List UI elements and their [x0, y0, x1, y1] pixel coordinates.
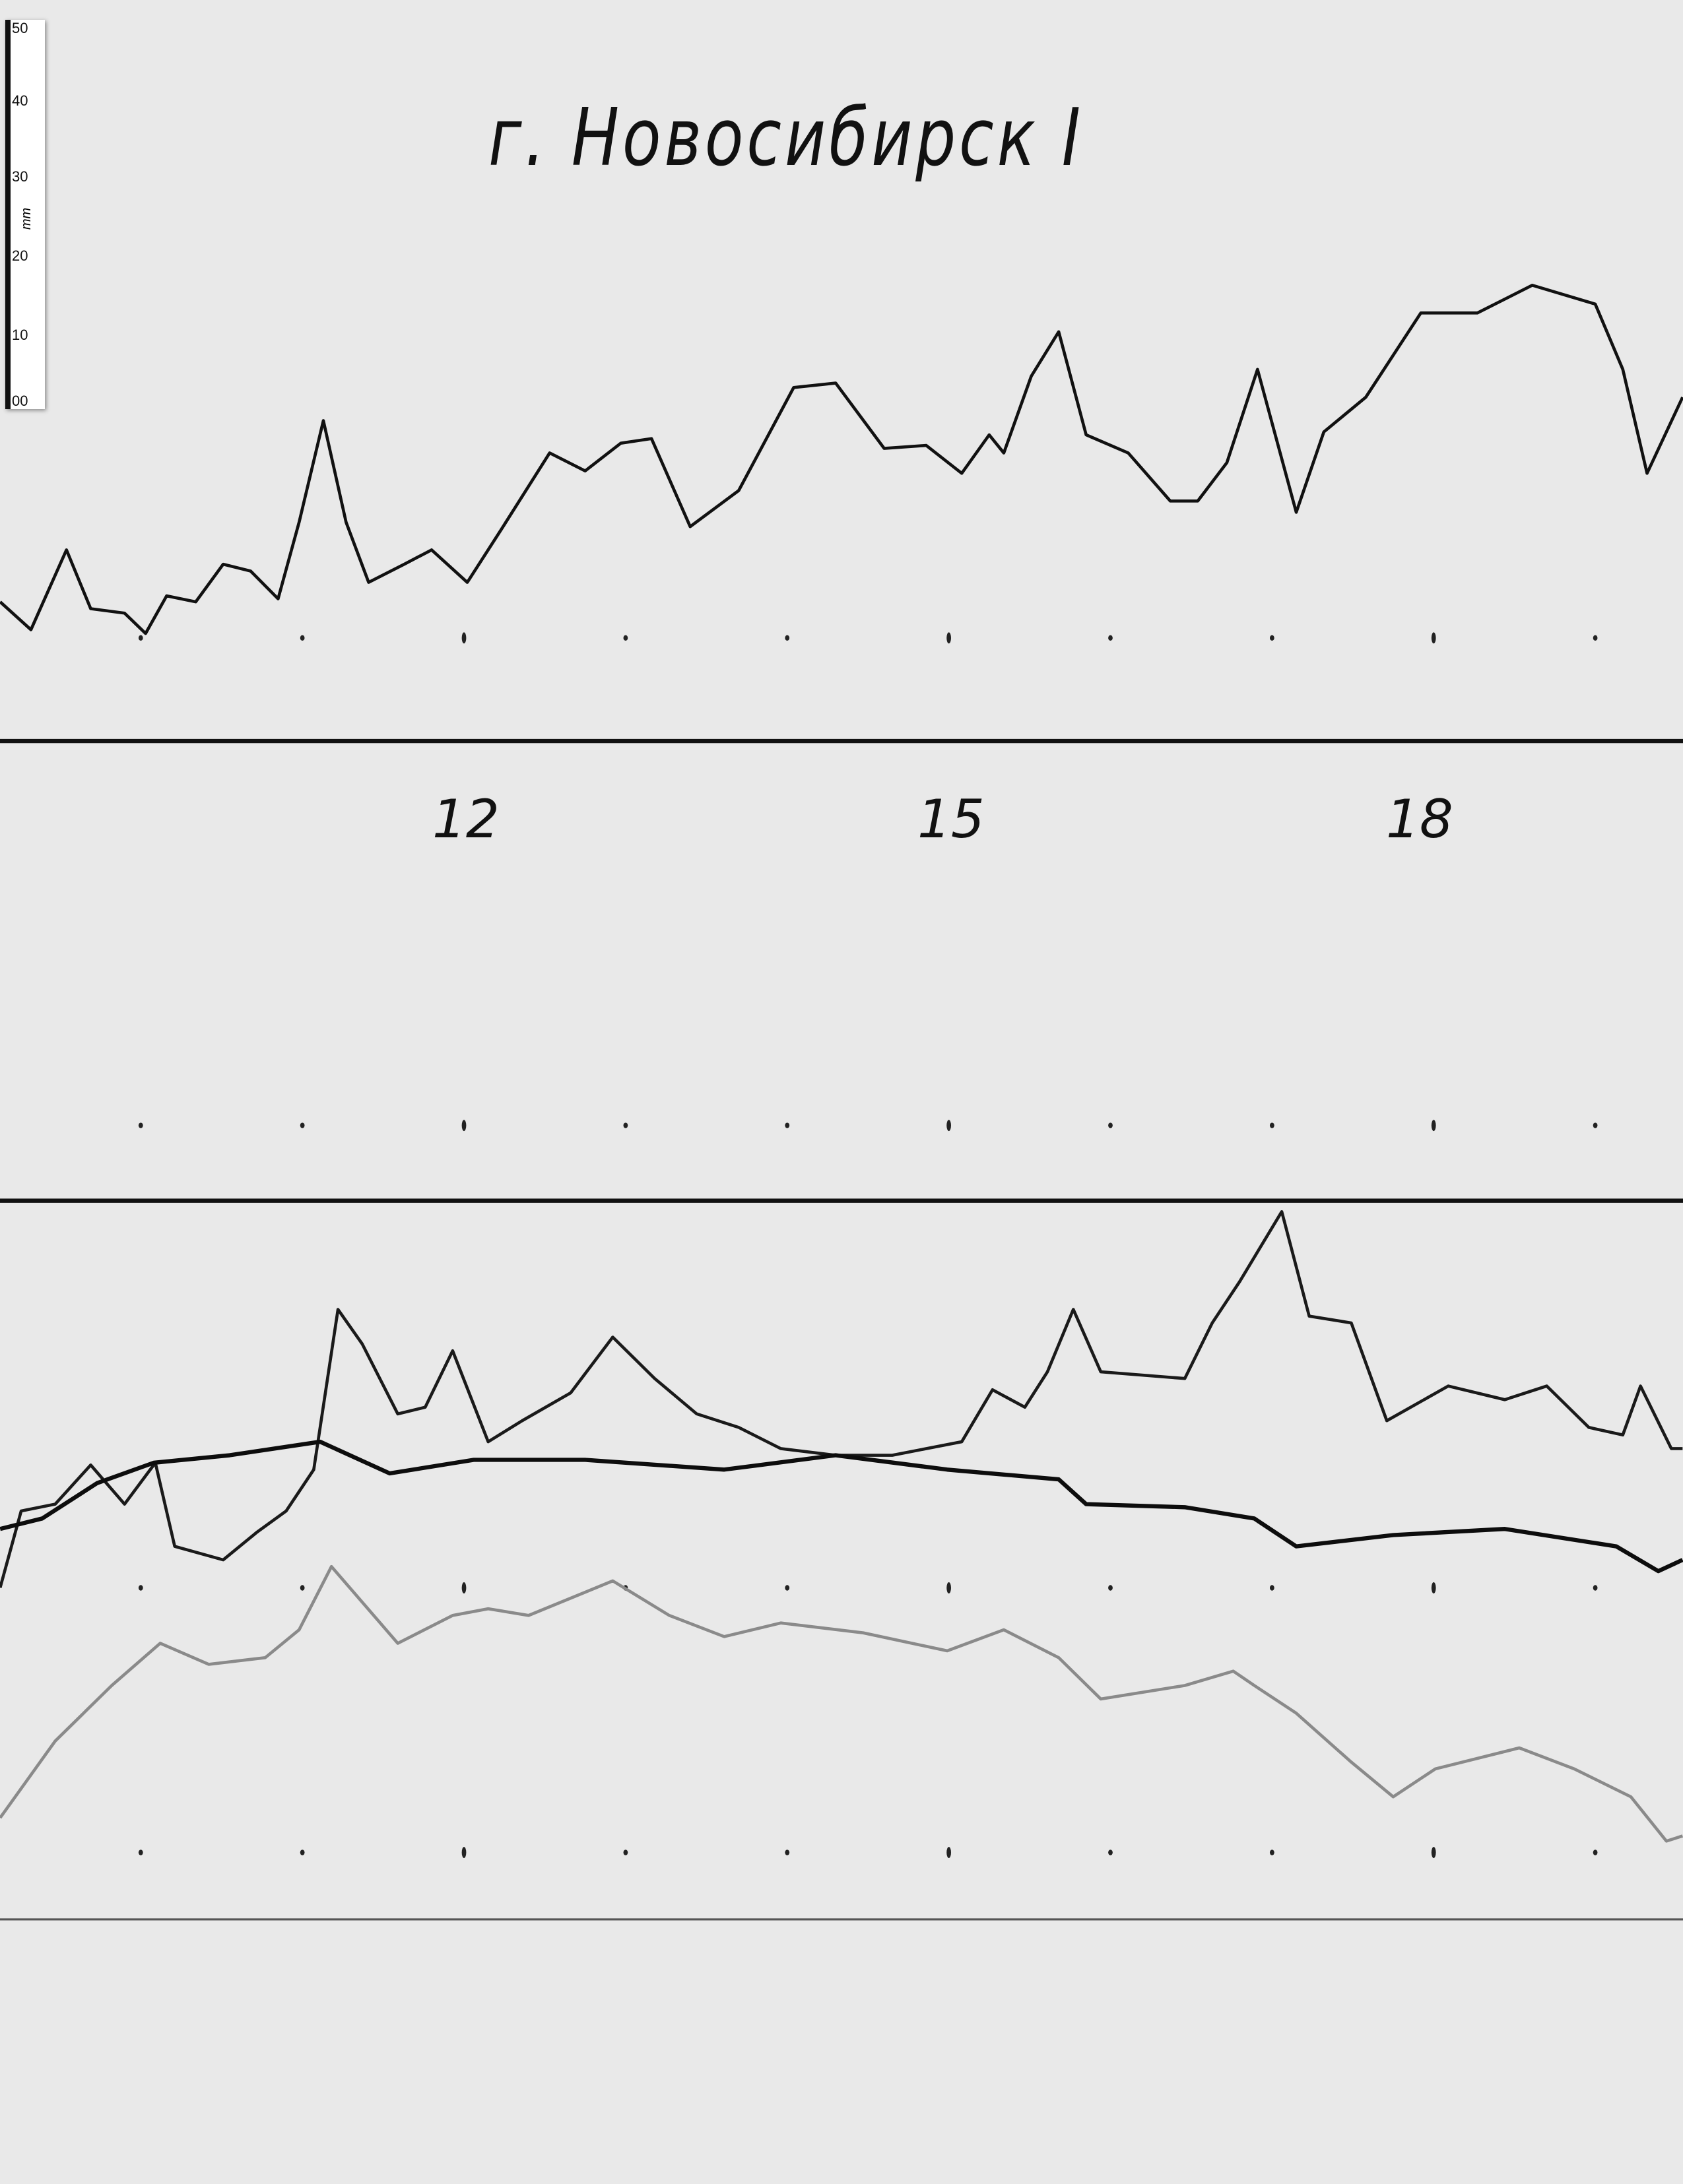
- hour-label-15: 15: [917, 788, 985, 850]
- hour-mark-dot: [300, 1122, 305, 1128]
- hour-mark-dot: [461, 1582, 467, 1593]
- hour-mark-dot: [785, 1122, 790, 1128]
- hour-mark-dot: [1108, 635, 1113, 641]
- hour-mark-dot: [1431, 1582, 1436, 1593]
- hour-mark-dot: [1108, 1585, 1113, 1591]
- hour-label-12: 12: [432, 788, 500, 850]
- hour-mark-dot: [1431, 632, 1436, 644]
- hour-mark-dot: [785, 635, 790, 641]
- hour-mark-dot: [946, 1582, 951, 1593]
- hour-mark-dot: [946, 1847, 951, 1859]
- hour-mark-dot: [1593, 1122, 1598, 1128]
- hour-mark-dot: [1593, 635, 1598, 641]
- mm-scale-ruler: 50 40 30 mm 20 10 00: [5, 20, 45, 409]
- hour-mark-dot: [461, 632, 467, 644]
- hour-mark-dot: [300, 1585, 305, 1591]
- hour-mark-dot: [785, 1849, 790, 1855]
- hour-mark-dot: [461, 1847, 467, 1859]
- hour-mark-dot: [1108, 1122, 1113, 1128]
- hour-mark-dot: [138, 1585, 143, 1591]
- hour-mark-dot: [1431, 1847, 1436, 1859]
- ruler-tick: 30: [12, 168, 28, 185]
- hour-mark-dot: [1108, 1849, 1113, 1855]
- trace-panel-2-series-2: [0, 1439, 1683, 1574]
- hour-mark-dot: [138, 1122, 143, 1128]
- hour-mark-dot: [623, 1122, 628, 1128]
- hour-mark-dot: [138, 635, 143, 641]
- hour-mark-dot: [1431, 1120, 1436, 1132]
- hour-mark-dot: [300, 1849, 305, 1855]
- hour-mark-dot: [623, 1849, 628, 1855]
- ruler-tick: 10: [12, 327, 28, 343]
- hour-mark-dot: [946, 632, 951, 644]
- trace-panel-2-series-1: [0, 1210, 1683, 1588]
- chart-title: г. Новосибирск I: [488, 92, 1084, 184]
- hour-label-18: 18: [1386, 788, 1453, 850]
- hour-mark-dot: [1593, 1585, 1598, 1591]
- ruler-tick: 00: [12, 393, 28, 409]
- hour-mark-dot: [1593, 1849, 1598, 1855]
- ruler-tick: 40: [12, 92, 28, 109]
- hour-mark-dot: [785, 1585, 790, 1591]
- ruler-unit: mm: [19, 207, 34, 230]
- ruler-tick: 50: [12, 20, 28, 36]
- hour-mark-dot: [138, 1849, 143, 1855]
- hour-mark-dot: [1269, 1585, 1274, 1591]
- hour-mark-dot: [461, 1120, 467, 1132]
- hour-mark-dot: [946, 1120, 951, 1132]
- hour-mark-dot: [1269, 1122, 1274, 1128]
- hour-mark-dot: [300, 635, 305, 641]
- ruler-tick: 20: [12, 247, 28, 264]
- hour-mark-dot: [1269, 635, 1274, 641]
- hour-mark-dot: [623, 635, 628, 641]
- hour-mark-dot: [1269, 1849, 1274, 1855]
- trace-panel-2-series-3: [0, 1564, 1683, 1843]
- trace-panel-1-series-1: [0, 284, 1683, 635]
